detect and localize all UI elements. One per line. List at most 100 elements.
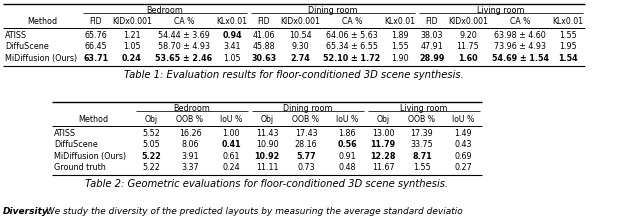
Text: 5.52: 5.52 [142, 129, 160, 138]
Text: 0.91: 0.91 [338, 152, 356, 161]
Text: 73.96 ± 4.93: 73.96 ± 4.93 [494, 42, 546, 51]
Text: KLx0.01: KLx0.01 [216, 17, 248, 26]
Text: 0.24: 0.24 [122, 54, 142, 63]
Text: 41.06: 41.06 [253, 30, 275, 40]
Text: 1.54: 1.54 [558, 54, 578, 63]
Text: CA %: CA % [510, 17, 530, 26]
Text: 0.94: 0.94 [222, 30, 242, 40]
Text: 1.55: 1.55 [391, 42, 409, 51]
Text: Dining room: Dining room [308, 6, 358, 15]
Text: Ground truth: Ground truth [54, 163, 106, 172]
Text: 1.05: 1.05 [223, 54, 241, 63]
Text: Obj: Obj [145, 115, 157, 124]
Text: IoU %: IoU % [452, 115, 474, 124]
Text: IoU %: IoU % [336, 115, 358, 124]
Text: OOB %: OOB % [177, 115, 204, 124]
Text: 1.21: 1.21 [123, 30, 141, 40]
Text: 47.91: 47.91 [420, 42, 444, 51]
Text: ATISS: ATISS [54, 129, 76, 138]
Text: 54.44 ± 3.69: 54.44 ± 3.69 [158, 30, 210, 40]
Text: KLx0.01: KLx0.01 [385, 17, 415, 26]
Text: 0.43: 0.43 [454, 140, 472, 149]
Text: Diversity:: Diversity: [3, 207, 52, 215]
Text: Bedroom: Bedroom [147, 6, 184, 15]
Text: Dining room: Dining room [284, 104, 333, 113]
Text: 0.24: 0.24 [222, 163, 240, 172]
Text: 65.76: 65.76 [84, 30, 108, 40]
Text: 1.55: 1.55 [413, 163, 431, 172]
Text: 11.75: 11.75 [456, 42, 479, 51]
Text: 53.65 ± 2.46: 53.65 ± 2.46 [156, 54, 212, 63]
Text: 0.61: 0.61 [222, 152, 240, 161]
Text: Method: Method [78, 115, 108, 124]
Text: 3.41: 3.41 [223, 42, 241, 51]
Text: KIDx0.001: KIDx0.001 [112, 17, 152, 26]
Text: Living room: Living room [477, 6, 525, 15]
Text: 9.30: 9.30 [291, 42, 309, 51]
Text: 10.92: 10.92 [254, 152, 280, 161]
Text: 10.90: 10.90 [256, 140, 278, 149]
Text: KIDx0.001: KIDx0.001 [448, 17, 488, 26]
Text: Table 1: Evaluation results for floor-conditioned 3D scene synthesis.: Table 1: Evaluation results for floor-co… [124, 69, 464, 79]
Text: 1.55: 1.55 [559, 30, 577, 40]
Text: 30.63: 30.63 [252, 54, 276, 63]
Text: 5.22: 5.22 [141, 152, 161, 161]
Text: OOB %: OOB % [408, 115, 435, 124]
Text: 66.45: 66.45 [84, 42, 108, 51]
Text: 1.89: 1.89 [391, 30, 409, 40]
Text: 58.70 ± 4.93: 58.70 ± 4.93 [158, 42, 210, 51]
Text: Bedroom: Bedroom [173, 104, 211, 113]
Text: 0.27: 0.27 [454, 163, 472, 172]
Text: 0.48: 0.48 [339, 163, 356, 172]
Text: 1.05: 1.05 [123, 42, 141, 51]
Text: 1.86: 1.86 [339, 129, 356, 138]
Text: 5.05: 5.05 [142, 140, 160, 149]
Text: 17.39: 17.39 [411, 129, 433, 138]
Text: Obj: Obj [376, 115, 390, 124]
Text: DiffuScene: DiffuScene [54, 140, 98, 149]
Text: 11.43: 11.43 [256, 129, 278, 138]
Text: 8.06: 8.06 [181, 140, 199, 149]
Text: 45.88: 45.88 [253, 42, 275, 51]
Text: 11.79: 11.79 [371, 140, 396, 149]
Text: 3.37: 3.37 [181, 163, 199, 172]
Text: CA %: CA % [174, 17, 194, 26]
Text: 10.54: 10.54 [289, 30, 311, 40]
Text: 13.00: 13.00 [372, 129, 394, 138]
Text: DiffuScene: DiffuScene [5, 42, 49, 51]
Text: KLx0.01: KLx0.01 [552, 17, 584, 26]
Text: FID: FID [426, 17, 438, 26]
Text: 1.95: 1.95 [559, 42, 577, 51]
Text: MiDiffusion (Ours): MiDiffusion (Ours) [54, 152, 126, 161]
Text: 16.26: 16.26 [179, 129, 202, 138]
Text: Living room: Living room [400, 104, 448, 113]
Text: CA %: CA % [342, 17, 362, 26]
Text: 17.43: 17.43 [294, 129, 317, 138]
Text: 9.20: 9.20 [459, 30, 477, 40]
Text: 2.74: 2.74 [290, 54, 310, 63]
Text: 0.73: 0.73 [297, 163, 315, 172]
Text: 1.49: 1.49 [454, 129, 472, 138]
Text: 52.10 ± 1.72: 52.10 ± 1.72 [323, 54, 381, 63]
Text: MiDiffusion (Ours): MiDiffusion (Ours) [5, 54, 77, 63]
Text: 0.41: 0.41 [221, 140, 241, 149]
Text: 28.99: 28.99 [419, 54, 445, 63]
Text: Method: Method [27, 17, 57, 26]
Text: 12.28: 12.28 [371, 152, 396, 161]
Text: 63.71: 63.71 [83, 54, 109, 63]
Text: 28.16: 28.16 [294, 140, 317, 149]
Text: 38.03: 38.03 [420, 30, 444, 40]
Text: 1.60: 1.60 [458, 54, 478, 63]
Text: 54.69 ± 1.54: 54.69 ± 1.54 [492, 54, 548, 63]
Text: IoU %: IoU % [220, 115, 242, 124]
Text: 8.71: 8.71 [412, 152, 432, 161]
Text: 0.69: 0.69 [454, 152, 472, 161]
Text: 1.00: 1.00 [222, 129, 240, 138]
Text: 11.67: 11.67 [372, 163, 394, 172]
Text: 33.75: 33.75 [411, 140, 433, 149]
Text: OOB %: OOB % [292, 115, 319, 124]
Text: KIDx0.001: KIDx0.001 [280, 17, 320, 26]
Text: ATISS: ATISS [5, 30, 27, 40]
Text: 11.11: 11.11 [256, 163, 278, 172]
Text: 5.22: 5.22 [142, 163, 160, 172]
